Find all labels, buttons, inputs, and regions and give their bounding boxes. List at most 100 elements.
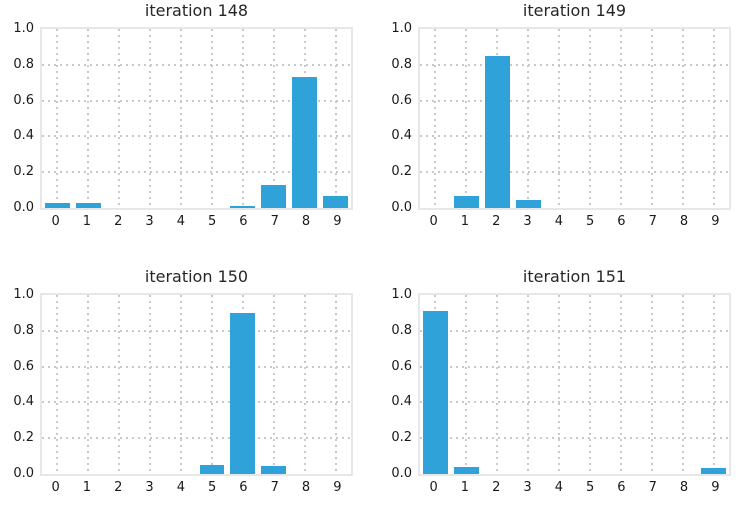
vertical-gridline (619, 295, 622, 474)
x-tick-label: 8 (679, 480, 689, 495)
vertical-gridline (210, 295, 213, 474)
bar-category-9 (701, 467, 726, 474)
x-tick-label: 1 (82, 480, 92, 495)
x-tick-label: 9 (711, 214, 720, 229)
chart-title: iteration 148 (144, 1, 249, 20)
x-tick-label: 3 (523, 214, 532, 229)
chart-title: iteration 149 (522, 1, 627, 20)
bar-category-0 (45, 202, 70, 208)
subplot-iteration-151: iteration 151 0.0 0.2 0.4 0.6 0.8 1.0 0 1 2 3 4 5 6 7… (378, 266, 747, 508)
vertical-gridline (303, 295, 306, 474)
x-tick-label: 2 (114, 480, 123, 495)
bar-category-6 (230, 205, 256, 208)
y-tick-label: 0.2 (391, 164, 412, 180)
horizontal-gridline (420, 63, 729, 66)
horizontal-gridline (42, 63, 351, 66)
x-tick-label: 5 (586, 214, 595, 229)
horizontal-gridline (420, 171, 729, 174)
bar-category-9 (323, 196, 348, 208)
subplot-iteration-149: iteration 149 0.0 0.2 0.4 0.6 0.8 1.0 0 1 2 3 4 5 6 7… (378, 0, 747, 242)
plot-area (418, 27, 731, 210)
x-tick-label: 3 (523, 480, 532, 495)
y-tick-label: 0.0 (13, 200, 34, 215)
y-tick-label: 0.6 (13, 92, 34, 108)
y-tick-label: 0.8 (13, 322, 34, 338)
vertical-gridline (334, 29, 337, 208)
horizontal-gridline (420, 135, 729, 138)
y-tick-label: 0.8 (13, 56, 34, 72)
bar-category-3 (515, 199, 541, 208)
plot-area (418, 293, 731, 476)
horizontal-gridline (42, 171, 351, 174)
chart-title: iteration 151 (522, 267, 627, 286)
x-tick-label: 4 (554, 214, 563, 229)
vertical-gridline (118, 295, 121, 474)
bar-category-7 (261, 465, 287, 474)
y-tick-label: 0.0 (13, 466, 34, 481)
y-tick-label: 1.0 (13, 287, 34, 302)
x-tick-label: 3 (145, 480, 154, 495)
x-tick-label: 6 (239, 214, 248, 229)
x-tick-label: 4 (176, 480, 185, 495)
y-tick-label: 0.4 (391, 394, 412, 410)
x-tick-label: 2 (114, 214, 123, 229)
x-tick-label: 8 (301, 214, 311, 229)
x-tick-label: 8 (679, 214, 689, 229)
x-tick-label: 0 (429, 480, 438, 495)
vertical-gridline (465, 295, 468, 474)
plot-area (40, 293, 353, 476)
vertical-gridline (527, 29, 530, 208)
vertical-gridline (712, 29, 715, 208)
x-tick-label: 2 (492, 480, 501, 495)
y-tick-label: 0.6 (13, 358, 34, 374)
horizontal-gridline (42, 365, 351, 368)
vertical-gridline (588, 295, 591, 474)
vertical-gridline (87, 295, 90, 474)
subplot-iteration-150: iteration 150 0.0 0.2 0.4 0.6 0.8 1.0 0 1 2 3 4 5 6 7… (0, 266, 369, 508)
bar-category-7 (261, 184, 287, 208)
x-tick-label: 0 (51, 214, 60, 229)
vertical-gridline (588, 29, 591, 208)
y-tick-label: 1.0 (13, 21, 34, 36)
vertical-gridline (650, 29, 653, 208)
horizontal-gridline (42, 99, 351, 102)
x-tick-label: 1 (460, 480, 470, 495)
vertical-gridline (272, 29, 275, 208)
y-tick-label: 0.2 (13, 430, 34, 446)
vertical-gridline (241, 29, 244, 208)
x-tick-label: 7 (270, 480, 279, 495)
horizontal-gridline (42, 329, 351, 332)
x-tick-label: 5 (586, 480, 595, 495)
bar-category-8 (292, 77, 317, 208)
y-tick-label: 0.6 (391, 358, 412, 374)
vertical-gridline (272, 295, 275, 474)
y-tick-label: 1.0 (391, 287, 412, 302)
y-tick-label: 0.8 (391, 322, 412, 338)
x-tick-label: 5 (208, 480, 217, 495)
y-tick-label: 0.2 (391, 430, 412, 446)
bar-category-1 (453, 196, 479, 208)
plot-area (40, 27, 353, 210)
vertical-gridline (558, 295, 561, 474)
x-tick-label: 7 (270, 214, 279, 229)
x-tick-label: 6 (617, 480, 626, 495)
x-tick-label: 7 (648, 214, 657, 229)
bar-category-2 (484, 55, 510, 208)
y-tick-label: 0.4 (13, 128, 34, 144)
vertical-gridline (149, 29, 152, 208)
horizontal-gridline (420, 437, 729, 440)
x-tick-label: 0 (429, 214, 438, 229)
y-tick-label: 0.0 (391, 466, 412, 481)
vertical-gridline (465, 29, 468, 208)
vertical-gridline (118, 29, 121, 208)
bar-category-5 (199, 465, 225, 474)
y-tick-label: 0.2 (13, 164, 34, 180)
x-tick-label: 1 (460, 214, 470, 229)
x-tick-label: 9 (711, 480, 720, 495)
x-tick-label: 2 (492, 214, 501, 229)
x-tick-label: 6 (617, 214, 626, 229)
vertical-gridline (334, 295, 337, 474)
vertical-gridline (527, 295, 530, 474)
horizontal-gridline (42, 135, 351, 138)
